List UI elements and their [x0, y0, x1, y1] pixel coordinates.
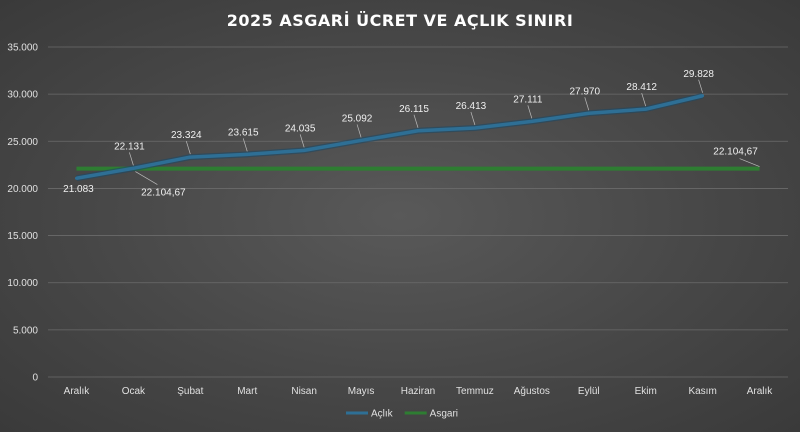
x-axis-ticks: Aralık Ocak Şubat Mart Nisan Mayıs Haziran Temm… — [64, 386, 774, 397]
y-tick-label: 15.000 — [7, 231, 38, 242]
data-point-aclik — [302, 148, 306, 152]
data-label-aclik: 26.413 — [456, 101, 487, 112]
x-tick-label: Mayıs — [348, 386, 375, 397]
data-point-aclik — [359, 138, 363, 142]
leader-line — [470, 111, 476, 126]
series-line-aclik — [76, 94, 704, 180]
data-label-aclik: 28.412 — [626, 82, 657, 93]
data-label-aclik: 27.111 — [513, 94, 543, 105]
chart-title: 2025 ASGARİ ÜCRET VE AÇLIK SINIRI — [227, 11, 574, 30]
leader-line — [641, 93, 647, 107]
data-point-aclik — [188, 155, 192, 159]
y-tick-label: 10.000 — [7, 278, 38, 289]
x-tick-label: Eylül — [578, 386, 600, 397]
data-label-aclik: 25.092 — [342, 113, 373, 124]
y-tick-label: 25.000 — [7, 137, 38, 148]
data-point-aclik — [644, 107, 648, 111]
data-point-aclik — [416, 129, 420, 133]
data-label-aclik: 24.035 — [285, 123, 316, 134]
leader-line — [299, 134, 305, 148]
series-lines — [74, 92, 760, 182]
x-tick-label: Aralık — [64, 386, 91, 397]
data-label-asgari: 22.104,67 — [141, 188, 186, 199]
x-tick-label: Kasım — [688, 386, 716, 397]
leader-line — [356, 124, 362, 138]
x-tick-label: Temmuz — [456, 386, 494, 397]
data-label-aclik: 23.324 — [171, 130, 202, 141]
data-point-aclik — [587, 111, 591, 115]
y-tick-label: 20.000 — [7, 184, 38, 195]
data-point-aclik — [74, 176, 78, 180]
data-label-aclik: 21.083 — [63, 184, 94, 195]
leader-line — [739, 158, 760, 167]
y-axis-ticks: 0 5.000 10.000 15.000 20.000 25.000 30.000 35.0… — [7, 43, 38, 384]
x-tick-label: Haziran — [401, 386, 435, 397]
leader-line — [698, 79, 703, 93]
data-label-aclik: 23.615 — [228, 127, 259, 138]
y-tick-label: 30.000 — [7, 90, 38, 101]
legend-label: Açlık — [371, 409, 394, 420]
data-label-aclik: 29.828 — [683, 69, 714, 80]
leader-line — [527, 105, 533, 119]
data-point-aclik — [530, 119, 534, 123]
y-tick-label: 35.000 — [7, 43, 38, 54]
data-point-aclik — [701, 94, 705, 98]
y-tick-label: 0 — [32, 373, 38, 384]
data-label-asgari: 22.104,67 — [713, 147, 758, 158]
leader-line — [129, 152, 134, 166]
data-point-aclik — [131, 166, 135, 170]
x-tick-label: Mart — [237, 386, 257, 397]
leader-line — [185, 140, 191, 155]
y-tick-label: 5.000 — [13, 325, 38, 336]
data-point-aclik — [245, 152, 249, 156]
x-tick-label: Şubat — [177, 386, 203, 397]
data-label-aclik: 27.970 — [569, 86, 600, 97]
data-labels: 21.083 22.131 23.324 23.615 24.035 25.092 26.1… — [63, 69, 760, 199]
x-tick-label: Aralık — [747, 386, 774, 397]
data-point-aclik — [473, 126, 477, 130]
leader-line — [135, 171, 158, 185]
leader-line — [242, 138, 248, 152]
x-tick-label: Nisan — [291, 386, 317, 397]
leader-line — [584, 97, 590, 111]
x-tick-label: Ocak — [122, 386, 146, 397]
legend-label: Asgari — [430, 409, 458, 420]
x-tick-label: Ağustos — [514, 386, 550, 397]
x-tick-label: Ekim — [635, 386, 657, 397]
gridlines — [48, 46, 788, 378]
data-label-aclik: 26.115 — [399, 104, 429, 115]
leader-line — [413, 114, 419, 128]
legend: Açlık Asgari — [346, 409, 458, 420]
data-label-aclik: 22.131 — [114, 141, 145, 152]
